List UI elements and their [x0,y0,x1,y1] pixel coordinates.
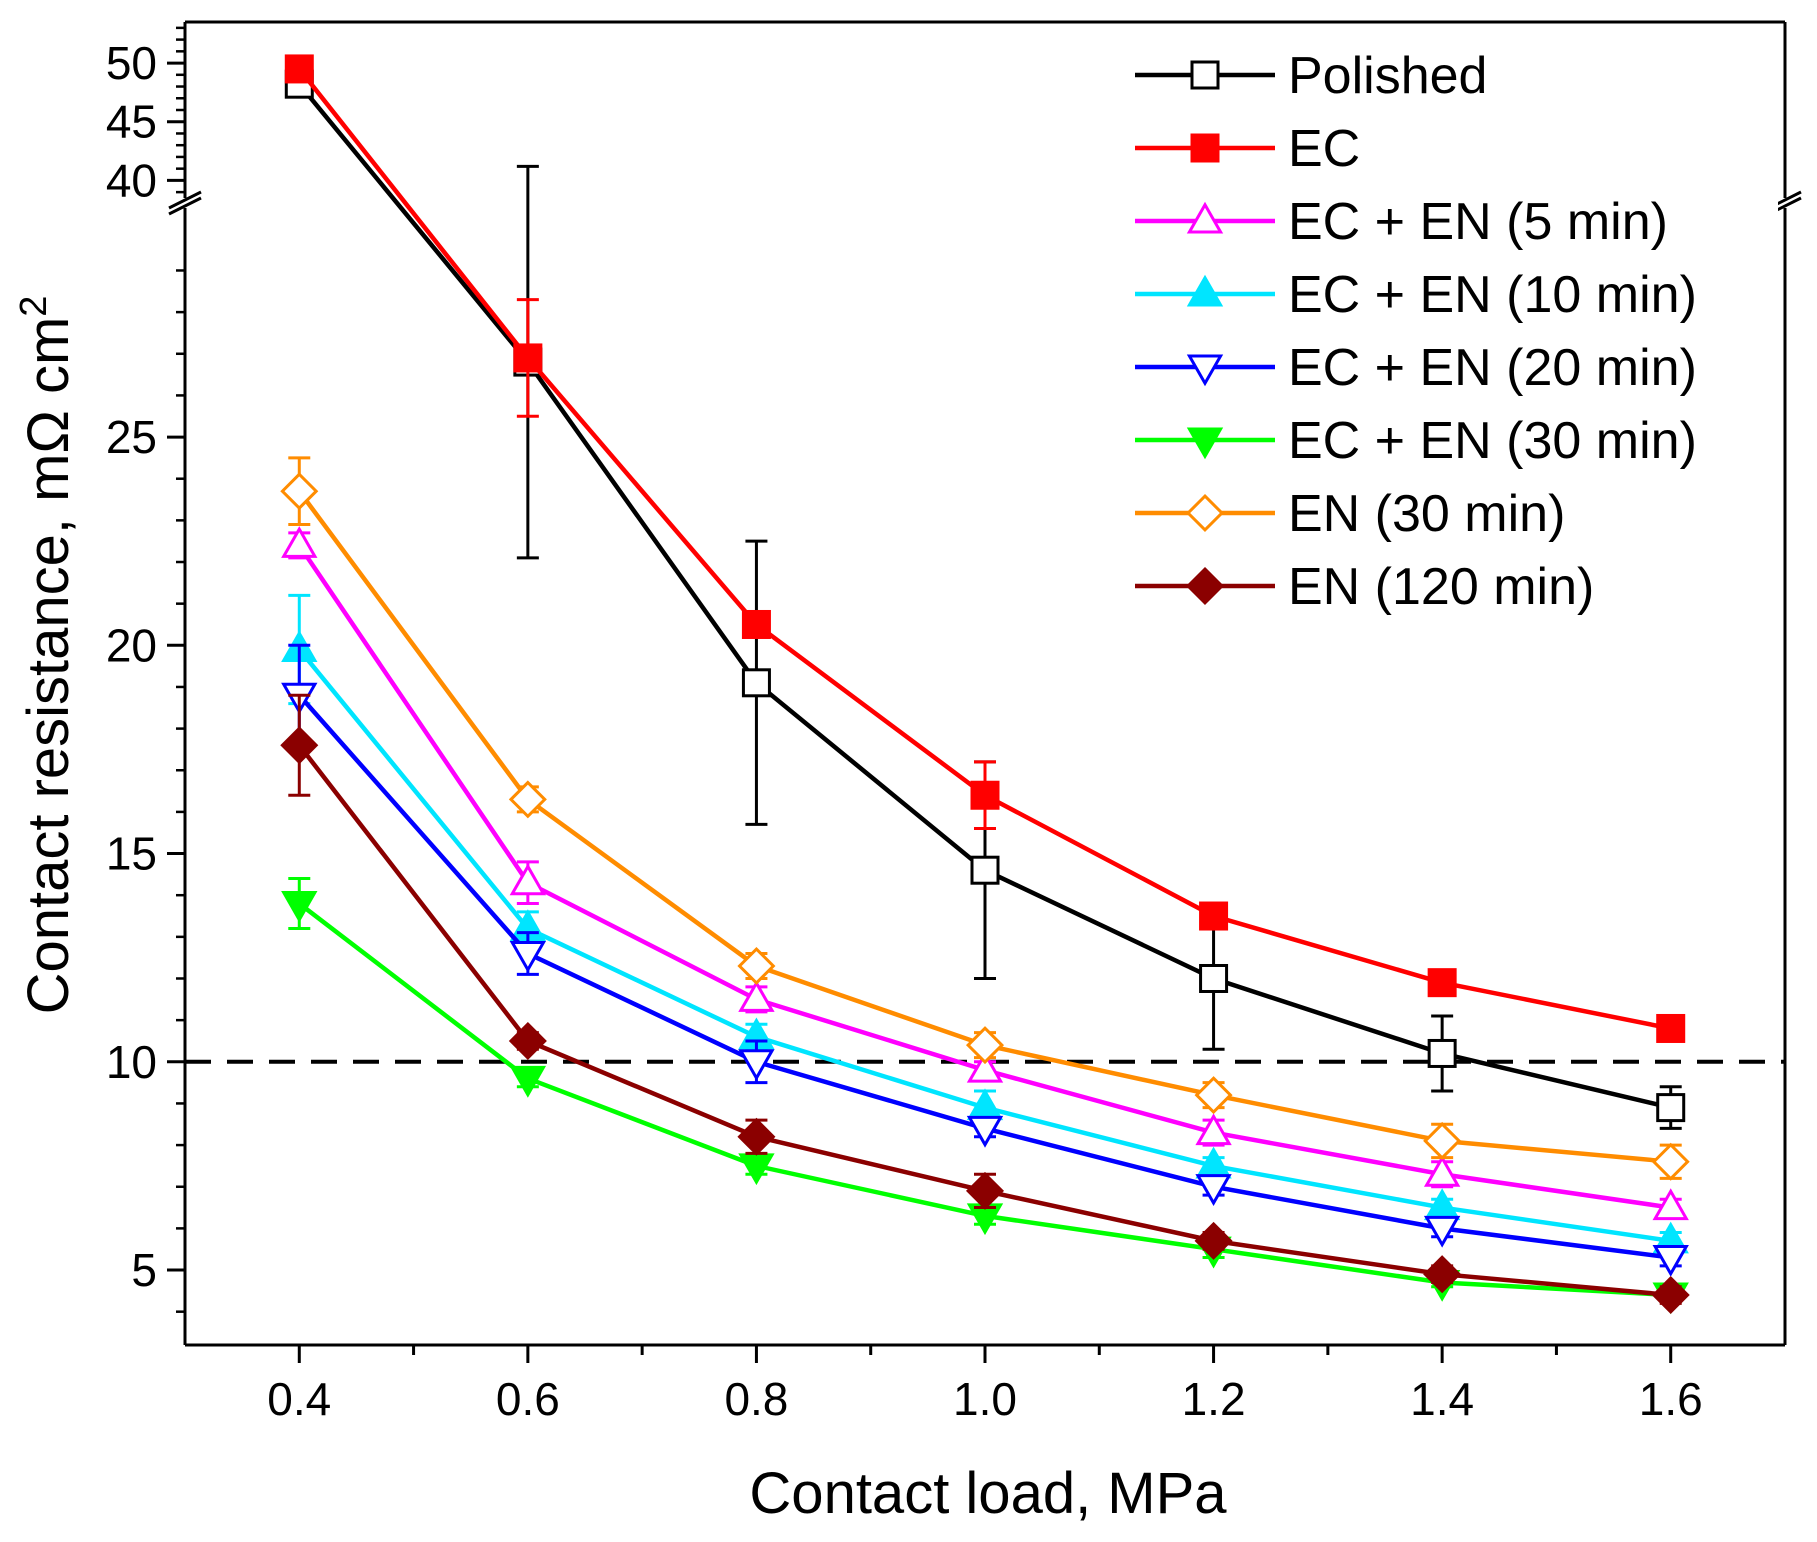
plot-area [185,54,1785,1315]
data-point [1423,1154,1461,1187]
data-point [965,1026,1005,1065]
data-point [284,54,314,84]
data-point [1423,1121,1462,1160]
x-tick-label: 0.4 [267,1373,331,1425]
series-6 [280,456,1690,1181]
data-point [1195,1113,1232,1146]
data-point [1194,1076,1233,1115]
axes: 0.4 0.6 0.8 1.0 1.2 1.4 1.6 5 10 15 20 25 40 45 50 [106,20,1802,1425]
data-point [509,863,547,896]
y-tick-label: 45 [106,96,157,148]
y-axis-title-main: Contact resistance, mΩ cm [16,317,81,1015]
legend-label: Polished [1288,47,1487,105]
data-point [966,1050,1004,1083]
data-point [1423,1255,1462,1294]
legend-label: EC + EN (10 min) [1288,266,1697,324]
data-point [737,946,776,986]
x-tick-label: 1.0 [953,1373,1017,1425]
y-tick-label: 25 [106,411,157,463]
legend-item-1: EC [1135,120,1360,178]
legend-marker [1190,133,1220,163]
legend-item-4: EC + EN (20 min) [1135,339,1697,397]
axis-break-mark [168,190,202,210]
data-point [1652,1244,1689,1277]
data-point [741,609,771,639]
legend-label: EN (30 min) [1288,485,1565,543]
legend-item-3: EC + EN (10 min) [1135,266,1697,324]
x-tick-label: 1.2 [1182,1373,1246,1425]
legend-item-2: EC + EN (5 min) [1135,193,1668,251]
legend-label: EC + EN (20 min) [1288,339,1697,397]
data-point [513,343,543,373]
data-point [509,1065,547,1098]
legend-marker [1186,274,1224,307]
legend-item-6: EN (30 min) [1135,485,1565,543]
legend-item-0: Polished [1135,47,1487,105]
data-point [741,668,771,698]
data-point [966,1115,1004,1148]
data-point [738,1049,775,1082]
y-tick-label: 50 [106,37,157,89]
x-tick-label: 0.6 [496,1373,560,1425]
legend-label: EN (120 min) [1288,558,1594,616]
data-point [965,1171,1005,1210]
data-point [281,890,318,923]
data-point [970,780,1000,810]
legend-background [1120,30,1778,620]
data-point [1651,1276,1690,1315]
legend-item-5: EC + EN (30 min) [1135,412,1697,470]
series-1 [284,54,1686,1043]
x-tick-label: 0.8 [724,1373,788,1425]
legend-marker [1186,354,1224,387]
legend-label: EC + EN (5 min) [1288,193,1668,251]
data-point [1427,968,1457,998]
data-point [1656,1093,1686,1123]
series-7 [280,693,1690,1315]
y-tick-label: 40 [106,154,157,206]
x-tick-label: 1.4 [1410,1373,1474,1425]
axis-break-mark [168,196,202,216]
legend-marker [1186,201,1224,234]
data-point [1427,1038,1457,1068]
data-point [1194,1221,1233,1260]
data-point [1652,1188,1689,1221]
data-point [281,526,318,558]
data-point [970,855,1000,885]
data-point [509,940,547,973]
x-axis-title: Contact load, MPa [749,1461,1227,1526]
x-tick-label: 1.6 [1639,1373,1703,1425]
y-tick-label: 20 [106,619,157,671]
y-tick-label: 15 [106,828,157,880]
legend-marker [1190,60,1220,90]
y-tick-label: 5 [131,1244,157,1296]
legend-marker [1186,427,1224,460]
data-point [508,780,547,819]
data-point [508,1021,547,1060]
series-2 [281,526,1689,1221]
y-axis-title: Contact resistance, mΩ cm2 [13,296,81,1015]
data-point [280,726,319,765]
data-point [1423,1215,1461,1248]
data-point [738,980,775,1012]
data-point [280,472,319,511]
legend-marker [1185,566,1225,606]
y-axis-title-superscript: 2 [13,296,55,317]
data-point [737,1117,776,1156]
data-point [1199,963,1229,993]
legend-marker [1185,493,1225,533]
data-point [1656,1013,1686,1043]
y-tick-label: 10 [106,1036,157,1088]
data-point [1199,901,1229,931]
legend-label: EC + EN (30 min) [1288,412,1697,470]
legend-item-7: EN (120 min) [1135,558,1594,616]
legend-label: EC [1288,120,1360,178]
data-point [1195,1174,1232,1207]
data-point [1651,1142,1690,1181]
legend: Polished EC EC + EN (5 min) EC + EN (10 min… [1120,30,1778,620]
